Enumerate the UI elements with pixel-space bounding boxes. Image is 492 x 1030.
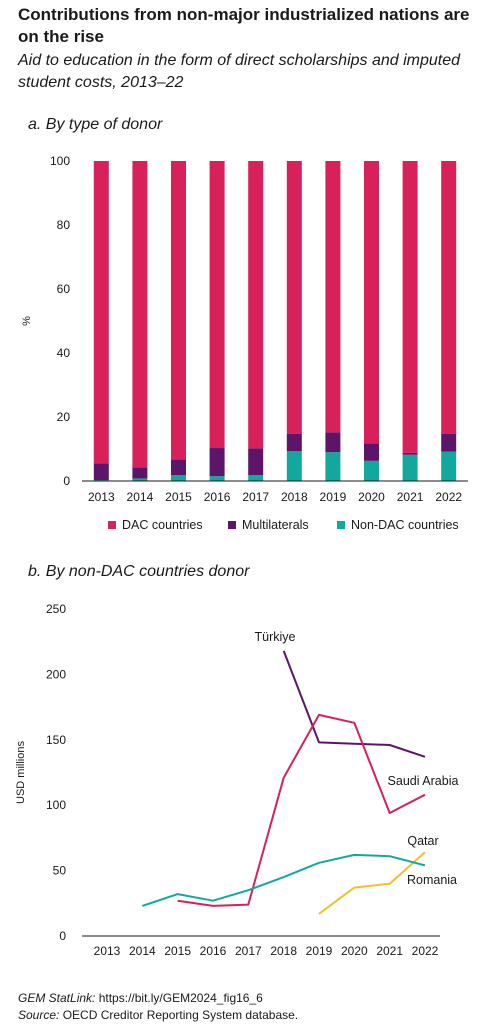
y-tick-label: 80 [57,218,71,232]
bar-segment [248,448,264,476]
bar-segment [441,161,457,434]
x-tick-label: 2019 [320,490,347,504]
x-tick-label: 2021 [376,944,403,958]
bar-segment [402,161,418,453]
y-axis-label: % [21,316,33,326]
bar-chart-by-donor-type: 0 20 40 60 80 100% 2013 2014 2015 2016 2017 2018 201… [21,154,468,532]
chart-subtitle: Aid to education in the form of direct s… [18,52,461,91]
series-line [318,851,426,915]
bar-segment [402,454,418,481]
statlink-url[interactable]: https://bit.ly/GEM2024_fig16_6 [98,991,263,1005]
series-line [141,853,426,907]
y-tick-label: 150 [46,733,66,747]
chart-title: Contributions from non-major industriali… [18,5,470,46]
bar-segment [209,476,225,481]
bar-segment [286,161,302,434]
y-tick-label: 0 [63,474,70,488]
legend-label: Non-DAC countries [351,518,459,532]
bar-segment [364,161,379,444]
bar-segment [132,467,148,479]
statlink-label: GEM StatLink: [18,991,96,1005]
x-tick-label: 2015 [165,490,192,504]
y-tick-label: 20 [57,410,71,424]
legend-swatch [337,521,345,529]
bar-segment [402,452,418,455]
series-label: Saudi Arabia [388,774,459,788]
bar-segment [364,460,379,481]
x-tick-label: 2017 [235,944,262,958]
x-tick-label: 2021 [397,490,424,504]
x-tick-label: 2013 [88,490,115,504]
source-text: OECD Creditor Reporting System database. [62,1008,299,1022]
x-tick-label: 2016 [204,490,231,504]
source-label: Source: [18,1008,60,1022]
bar-segment [209,448,225,477]
bar-segment [364,443,379,461]
y-tick-label: 250 [46,602,66,616]
x-tick-label: 2016 [200,944,227,958]
y-axis-label: USD millions [15,741,27,804]
x-tick-label: 2022 [435,490,462,504]
bar-segment [441,433,457,452]
x-tick-label: 2015 [164,944,191,958]
y-tick-label: 100 [46,798,66,812]
bar-segment [325,452,341,481]
y-tick-label: 100 [50,154,70,168]
bar-segment [441,451,457,481]
bar-segment [248,475,264,481]
bar-segment [325,432,341,453]
panel-a-title: a. By type of donor [28,116,163,133]
x-tick-label: 2013 [94,944,121,958]
bar-segment [209,161,225,449]
source-line: Source: OECD Creditor Reporting System d… [18,1007,298,1023]
y-tick-label: 60 [57,282,71,296]
x-tick-label: 2018 [281,490,308,504]
bar-segment [325,161,341,433]
x-tick-label: 2020 [341,944,368,958]
x-tick-label: 2019 [306,944,333,958]
bar-segment [286,451,302,481]
series-label: Qatar [407,834,438,848]
x-tick-label: 2022 [412,944,439,958]
y-tick-label: 40 [57,346,71,360]
y-tick-label: 200 [46,667,66,681]
bar-segment [286,433,302,452]
bar-segment [132,161,148,468]
bar-segment [93,161,109,464]
x-tick-label: 2020 [358,490,385,504]
legend-label: Multilaterals [242,518,309,532]
series-line [282,650,426,758]
series-label: Romania [407,873,457,887]
statlink-line: GEM StatLink: https://bit.ly/GEM2024_fig… [18,990,263,1006]
y-tick-label: 50 [53,864,67,878]
legend-swatch [228,521,236,529]
legend-label: DAC countries [122,518,203,532]
y-tick-label: 0 [59,929,66,943]
series-label: Türkiye [255,630,296,644]
bar-segment [93,463,109,481]
panel-b-title: b. By non-DAC countries donor [28,563,250,580]
bar-segment [132,478,148,481]
x-tick-label: 2014 [129,944,156,958]
bar-segment [171,161,186,460]
x-tick-label: 2018 [270,944,297,958]
x-tick-label: 2017 [242,490,269,504]
bar-segment [248,161,264,449]
legend-swatch [108,521,116,529]
bar-segment [171,459,186,476]
x-tick-label: 2014 [127,490,154,504]
series-line [177,713,426,907]
bar-segment [171,475,186,481]
